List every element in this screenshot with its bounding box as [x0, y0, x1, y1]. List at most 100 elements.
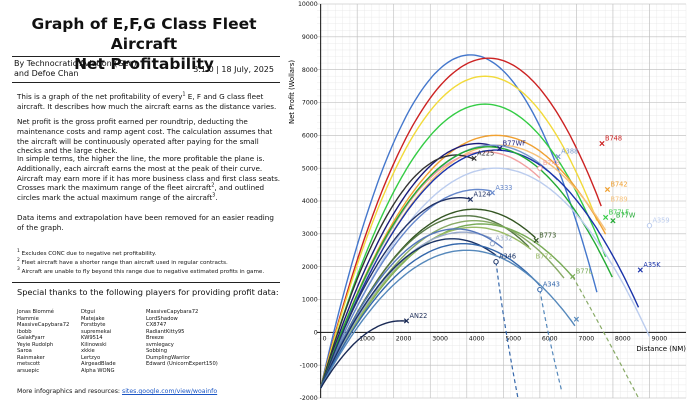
y-tick-label: 3000: [302, 231, 318, 238]
series-line: [320, 154, 475, 389]
series-line: [320, 146, 613, 389]
thanks-title: Special thanks to the following players …: [17, 287, 279, 297]
thanks-name: MassiveCapybara72: [17, 322, 70, 328]
y-tick-label: 6000: [302, 133, 318, 140]
series-label: A124: [473, 190, 490, 198]
extrapolation-dash: [539, 289, 563, 392]
thanks-name: RadiantKitty95: [146, 328, 185, 335]
series-line: [320, 75, 598, 389]
description-paragraph-4: Data items and extrapolation have been r…: [17, 213, 274, 232]
y-tick-label: 1000: [302, 297, 318, 304]
header-divider: [12, 82, 280, 83]
x-tick-label: 3000: [432, 335, 448, 342]
thanks-name: AirgeadBlade: [81, 361, 116, 367]
x-tick-label: 0: [323, 335, 327, 342]
p3-footnote-ref-3: 3: [212, 192, 216, 199]
range-cross-marker: [471, 155, 477, 161]
range-circle-marker: [646, 222, 653, 229]
thanks-name: supremekai: [81, 328, 112, 335]
y-axis-label: Net Profit (Wollars): [288, 60, 296, 124]
series-line: [320, 238, 497, 389]
footnote-2-number: 2: [17, 258, 20, 264]
thanks-name: MassiveCapybara72: [146, 309, 199, 315]
description-paragraph-3: In simple terms, the higher the line, th…: [17, 154, 281, 203]
range-cross-marker: [570, 273, 576, 280]
p1-footnote-ref: 1: [182, 91, 186, 98]
footnote-3-text: Aircraft are unable to fly beyond this r…: [19, 269, 265, 275]
thanks-name: arsuepic: [17, 367, 40, 374]
author-line-1: By Technocratic Aviation (Geo): [14, 59, 137, 68]
series-label: A343: [543, 281, 560, 289]
series-line: [320, 223, 574, 389]
x-tick-label: 9000: [651, 335, 667, 342]
y-tick-label: 9000: [302, 34, 318, 41]
thanks-name: LordShadow: [146, 315, 178, 322]
version-date: 3.1.0 | 18 July, 2025: [193, 65, 274, 74]
thanks-name: Alpha WONG: [81, 367, 115, 374]
range-cross-marker: [610, 218, 616, 224]
series-line: [320, 197, 470, 389]
range-cross-marker: [497, 145, 503, 152]
footnote-2-text: Fleet aircraft have a shorter range than…: [19, 260, 228, 266]
range-cross-marker: [602, 214, 609, 221]
thanks-name: Jonas Blommé: [17, 309, 54, 315]
series-label: B772: [536, 253, 553, 261]
title-divider: [12, 56, 280, 57]
footnote-3: 3 Aircraft are unable to fly beyond this…: [17, 267, 279, 277]
more-label: More infographics and resources:: [17, 388, 121, 395]
range-cross-marker: [489, 190, 495, 196]
y-tick-label: 7000: [302, 100, 318, 107]
series-line: [320, 228, 504, 389]
series-line: [320, 149, 640, 389]
series-label: A359: [652, 217, 669, 225]
more-resources: More infographics and resources: sites.g…: [17, 388, 217, 395]
thanks-name: Forstbyte: [81, 322, 106, 328]
author-line-2: and Defoe Chan: [14, 69, 79, 78]
thanks-column-3: MassiveCapybara72 LordShadow CX8747 Radiant…: [146, 309, 218, 368]
resources-link[interactable]: sites.google.com/view/woainfo: [121, 388, 218, 395]
range-circle-marker: [489, 240, 496, 247]
series-label: A333: [495, 184, 512, 192]
thanks-name: Yeyie Rudolph: [17, 341, 54, 348]
text-panel: Graph of E,F,G Class Fleet Aircraft Net …: [8, 0, 280, 402]
y-tick-label: -1000: [300, 362, 318, 369]
thanks-name: svmlegacy: [146, 341, 174, 348]
range-cross-marker: [533, 237, 539, 244]
thanks-name: CX8747: [146, 322, 167, 328]
description-paragraph-2: Net profit is the gross profit earned pe…: [17, 117, 273, 156]
series-line: [320, 167, 651, 389]
series-markers: [403, 140, 653, 324]
thanks-name: Saroa: [17, 348, 32, 354]
range-cross-marker: [604, 186, 611, 193]
x-tick-label: 2000: [396, 335, 412, 342]
series-line: [320, 243, 541, 389]
series-line: [320, 57, 602, 389]
range-cross-marker: [573, 316, 580, 322]
y-tick-label: 5000: [302, 165, 318, 172]
series-labels: B748B77LFB742B789B77WFA388B748A225A35KB7…: [410, 135, 670, 320]
thanks-name: KW9514: [81, 335, 103, 341]
series-label: A35K: [643, 261, 661, 269]
p3-text-b: , and outlined circles mark the actual m…: [17, 183, 265, 203]
x-tick-label: 8000: [615, 335, 631, 342]
thanks-name: metscott: [17, 361, 41, 367]
series-label: A225: [477, 149, 494, 157]
series-label: B773: [539, 231, 556, 239]
y-tick-label: 2000: [302, 264, 318, 271]
thanks-name: Lertzyo: [81, 354, 101, 361]
title-line-1: Graph of E,F,G Class Fleet Aircraft: [31, 15, 257, 53]
footnote-divider: [12, 282, 280, 283]
range-cross-marker: [555, 154, 561, 160]
thanks-name: DumplingWarrior: [146, 354, 190, 361]
tick-labels: -2000 -1000 0 1000 2000 3000 4000 5000 6000 7000 8…: [298, 1, 667, 402]
y-tick-label: 4000: [302, 198, 318, 205]
series-label: A388: [561, 148, 578, 156]
range-cross-marker: [467, 196, 474, 202]
series-label: A332: [495, 235, 512, 243]
footnote-1-text: Excludes CONC due to negative net profit…: [19, 251, 157, 257]
x-tick-label: 5000: [505, 335, 521, 342]
x-tick-label: 4000: [469, 335, 485, 342]
y-tick-label: 10000: [298, 1, 318, 8]
p3-footnote-ref-2: 2: [211, 183, 215, 189]
